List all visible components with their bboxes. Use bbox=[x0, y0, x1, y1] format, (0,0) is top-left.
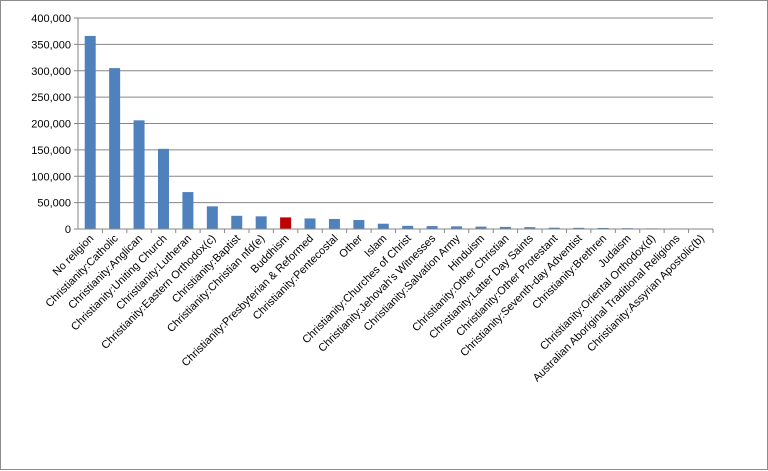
x-category-label: Other bbox=[337, 232, 365, 260]
bar bbox=[133, 120, 145, 229]
y-tick-labels: 0 50,000 100,000 150,000 200,000 250,000 300,0… bbox=[31, 13, 71, 236]
bar bbox=[548, 227, 560, 229]
y-tick-label: 50,000 bbox=[37, 198, 71, 210]
bar bbox=[597, 227, 609, 229]
bar bbox=[206, 206, 218, 229]
y-tick-label: 0 bbox=[65, 224, 71, 236]
axes bbox=[77, 18, 713, 230]
bar bbox=[255, 216, 267, 229]
bar bbox=[328, 218, 340, 229]
bar bbox=[84, 35, 96, 230]
y-tick-label: 200,000 bbox=[31, 119, 71, 131]
bar bbox=[304, 218, 316, 229]
bar bbox=[573, 227, 585, 229]
bar bbox=[353, 220, 365, 229]
bar bbox=[280, 217, 292, 229]
y-tick-label: 400,000 bbox=[31, 13, 71, 25]
bar bbox=[524, 227, 536, 229]
bar bbox=[426, 226, 438, 229]
bars bbox=[84, 35, 714, 233]
bar bbox=[377, 223, 389, 229]
bar bbox=[451, 226, 463, 229]
bar bbox=[231, 215, 243, 229]
y-tick-label: 150,000 bbox=[31, 145, 71, 157]
y-tick-label: 300,000 bbox=[31, 66, 71, 78]
gridlines bbox=[74, 17, 713, 230]
bar bbox=[475, 226, 487, 229]
y-tick-label: 100,000 bbox=[31, 171, 71, 183]
bar bbox=[109, 68, 121, 229]
bar bbox=[157, 148, 169, 229]
x-category-labels: No religionChristianity:CatholicChristia… bbox=[44, 232, 707, 384]
bar bbox=[402, 225, 414, 229]
bar bbox=[499, 226, 511, 229]
y-tick-label: 350,000 bbox=[31, 39, 71, 51]
y-tick-label: 250,000 bbox=[31, 92, 71, 104]
bar bbox=[182, 192, 194, 229]
